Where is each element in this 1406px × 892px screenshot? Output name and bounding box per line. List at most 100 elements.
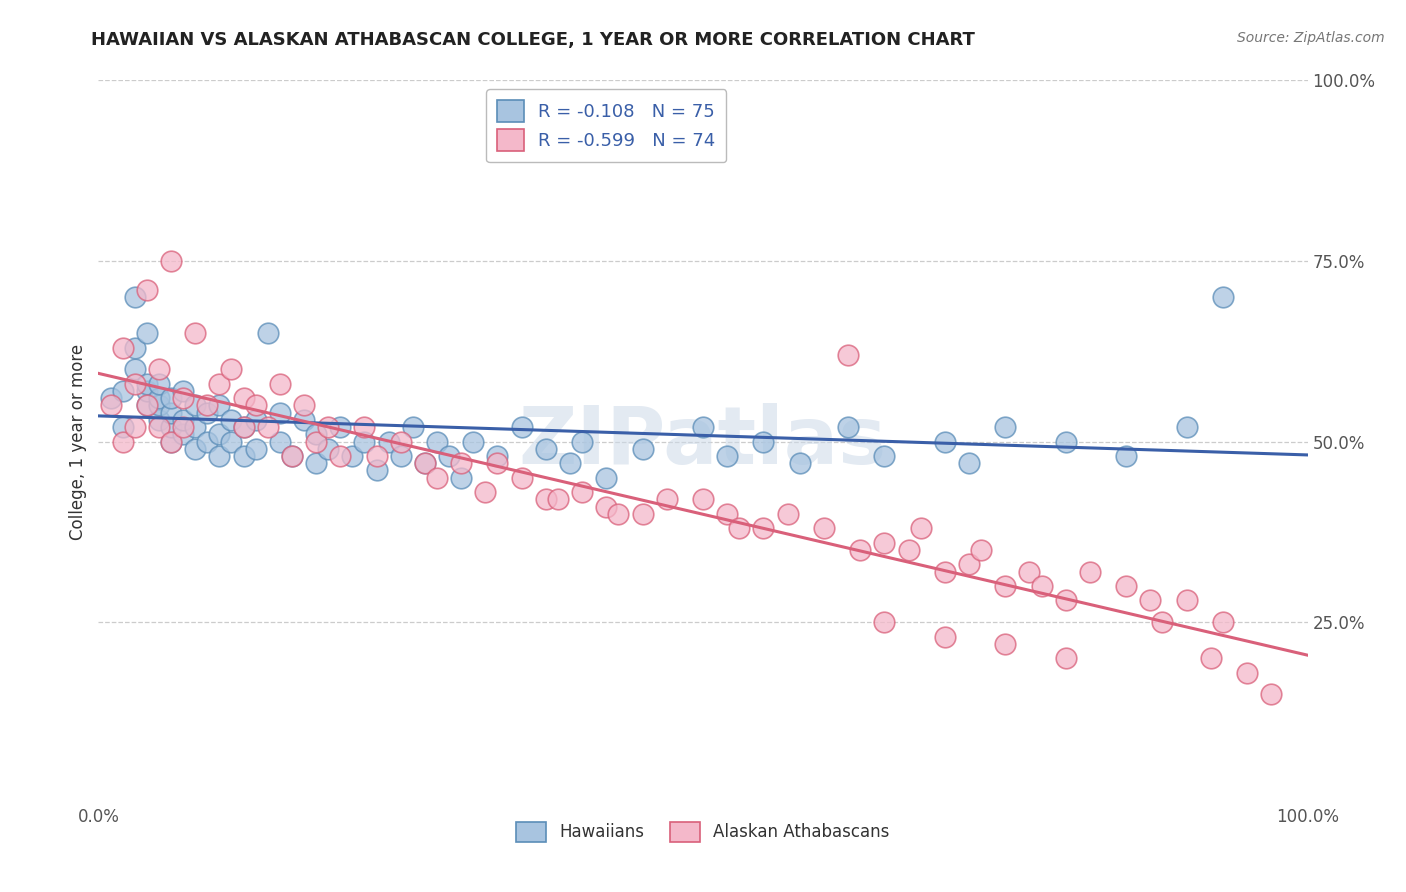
Text: ZIPatlas: ZIPatlas xyxy=(519,402,887,481)
Point xyxy=(124,341,146,355)
Point xyxy=(148,413,170,427)
Point xyxy=(934,565,956,579)
Point xyxy=(124,362,146,376)
Point xyxy=(1115,579,1137,593)
Point xyxy=(172,391,194,405)
Point xyxy=(486,449,509,463)
Point xyxy=(195,434,218,449)
Point xyxy=(184,442,207,456)
Point xyxy=(221,434,243,449)
Point xyxy=(111,434,134,449)
Point xyxy=(160,434,183,449)
Point xyxy=(873,449,896,463)
Point xyxy=(232,449,254,463)
Point xyxy=(172,413,194,427)
Point xyxy=(837,348,859,362)
Point xyxy=(208,398,231,412)
Point xyxy=(426,470,449,484)
Point xyxy=(510,470,533,484)
Point xyxy=(366,449,388,463)
Point xyxy=(292,398,315,412)
Point xyxy=(897,542,920,557)
Point xyxy=(849,542,872,557)
Point xyxy=(389,434,412,449)
Point xyxy=(342,449,364,463)
Point xyxy=(111,384,134,398)
Point xyxy=(124,420,146,434)
Point xyxy=(789,456,811,470)
Point xyxy=(160,406,183,420)
Point xyxy=(269,376,291,391)
Point xyxy=(752,434,775,449)
Point xyxy=(1236,665,1258,680)
Point xyxy=(184,326,207,340)
Point xyxy=(245,413,267,427)
Point xyxy=(232,420,254,434)
Point xyxy=(534,492,557,507)
Point xyxy=(329,449,352,463)
Point xyxy=(595,470,617,484)
Point xyxy=(558,456,581,470)
Point xyxy=(595,500,617,514)
Point xyxy=(813,521,835,535)
Point xyxy=(437,449,460,463)
Point xyxy=(450,456,472,470)
Point xyxy=(1115,449,1137,463)
Point xyxy=(631,442,654,456)
Point xyxy=(305,456,328,470)
Point xyxy=(281,449,304,463)
Point xyxy=(245,398,267,412)
Point xyxy=(221,413,243,427)
Point xyxy=(413,456,436,470)
Point xyxy=(160,253,183,268)
Point xyxy=(292,413,315,427)
Point xyxy=(184,398,207,412)
Point xyxy=(728,521,751,535)
Point xyxy=(281,449,304,463)
Point xyxy=(269,406,291,420)
Point xyxy=(571,434,593,449)
Point xyxy=(160,420,183,434)
Point xyxy=(232,391,254,405)
Point xyxy=(148,376,170,391)
Point xyxy=(426,434,449,449)
Point xyxy=(1139,593,1161,607)
Point xyxy=(655,492,678,507)
Point xyxy=(172,427,194,442)
Point xyxy=(366,463,388,477)
Point xyxy=(256,326,278,340)
Point xyxy=(160,391,183,405)
Point xyxy=(184,420,207,434)
Point xyxy=(934,630,956,644)
Point xyxy=(316,442,339,456)
Point xyxy=(172,420,194,434)
Point xyxy=(1175,593,1198,607)
Point xyxy=(837,420,859,434)
Point xyxy=(692,420,714,434)
Point xyxy=(1078,565,1101,579)
Point xyxy=(353,420,375,434)
Point xyxy=(135,398,157,412)
Point xyxy=(716,449,738,463)
Point xyxy=(256,420,278,434)
Point xyxy=(413,456,436,470)
Point xyxy=(305,434,328,449)
Point xyxy=(631,507,654,521)
Point xyxy=(1054,434,1077,449)
Point xyxy=(389,449,412,463)
Text: HAWAIIAN VS ALASKAN ATHABASCAN COLLEGE, 1 YEAR OR MORE CORRELATION CHART: HAWAIIAN VS ALASKAN ATHABASCAN COLLEGE, … xyxy=(91,31,976,49)
Point xyxy=(148,398,170,412)
Point xyxy=(463,434,485,449)
Point xyxy=(135,398,157,412)
Point xyxy=(1054,593,1077,607)
Point xyxy=(1018,565,1040,579)
Point xyxy=(353,434,375,449)
Point xyxy=(994,420,1017,434)
Point xyxy=(232,420,254,434)
Point xyxy=(776,507,799,521)
Point xyxy=(910,521,932,535)
Point xyxy=(957,558,980,572)
Point xyxy=(994,579,1017,593)
Point xyxy=(135,384,157,398)
Point xyxy=(245,442,267,456)
